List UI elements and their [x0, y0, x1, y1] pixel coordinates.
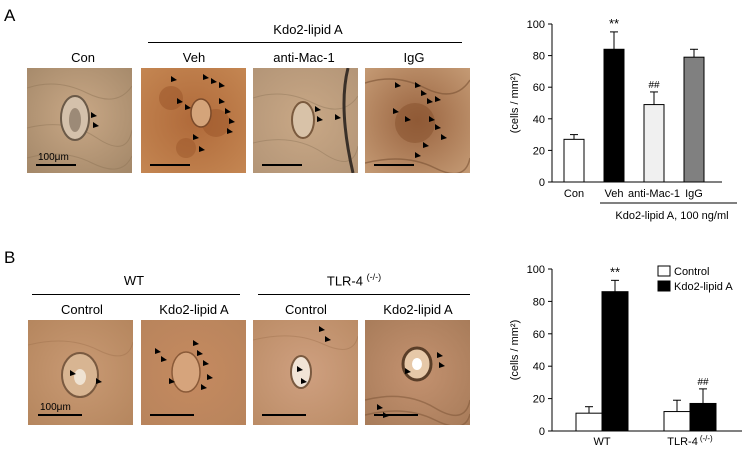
significance-mark: ** — [609, 16, 619, 31]
y-tick-label: 0 — [539, 426, 545, 438]
x-tick-label: Con — [564, 188, 584, 200]
significance-mark: ## — [697, 377, 709, 388]
x-tick-label: WT — [593, 436, 610, 448]
legend-label: Control — [674, 266, 709, 278]
y-tick-label: 40 — [533, 361, 545, 373]
y-axis-label: (cells / mm²) — [509, 73, 521, 134]
micrograph-wt-control — [28, 320, 133, 425]
scale-bar — [262, 414, 306, 416]
panel-a-group-bracket — [148, 42, 462, 43]
micrograph-anti-mac-1 — [253, 68, 358, 173]
scale-bar — [36, 164, 76, 166]
y-tick-label: 60 — [533, 329, 545, 341]
chart-a: 0 20 40 60 80 100 (cells / mm²) Con ** Veh ## anti-… — [509, 16, 737, 222]
y-tick-label: 80 — [533, 51, 545, 63]
y-tick-label: 80 — [533, 296, 545, 308]
micrograph-tlr4-control — [253, 320, 358, 425]
panel-a-letter: A — [4, 6, 16, 25]
micrograph-con — [27, 68, 132, 173]
x-axis-label: Kdo2-lipid A, 100 ng/ml — [615, 210, 728, 222]
bar — [689, 402, 717, 432]
micrograph-wt-kdo2 — [141, 320, 246, 425]
scale-bar — [38, 414, 82, 416]
significance-mark: ** — [610, 264, 620, 279]
y-axis-label: (cells / mm²) — [509, 320, 521, 381]
y-tick-label: 100 — [527, 264, 545, 276]
bar — [603, 48, 625, 183]
bar — [643, 104, 665, 183]
scale-bar — [374, 164, 414, 166]
legend-swatch — [657, 265, 671, 277]
scale-bar — [150, 414, 194, 416]
panel-b-wt-bracket — [32, 294, 240, 295]
x-tick-label: Veh — [605, 188, 624, 200]
scale-bar-label: 100μm — [40, 402, 71, 413]
x-tick-label: TLR-4 (-/-) — [667, 434, 713, 448]
micrograph-veh — [141, 68, 246, 173]
bar — [601, 291, 629, 432]
scale-bar — [150, 164, 190, 166]
image-label-wt-control: Control — [61, 302, 103, 317]
panel-b-group-label-tlr4: TLR-4 (-/-) — [326, 272, 382, 289]
x-tick-label: IgG — [685, 188, 703, 200]
image-label-tlr4-control: Control — [285, 302, 327, 317]
significance-mark: ## — [648, 80, 660, 91]
bar — [563, 138, 585, 183]
y-tick-label: 60 — [533, 82, 545, 94]
y-tick-label: 20 — [533, 394, 545, 406]
scale-bar — [262, 164, 302, 166]
y-tick-label: 0 — [539, 177, 545, 189]
image-label-wt-kdo2: Kdo2-lipid A — [159, 302, 229, 317]
legend-swatch — [657, 280, 671, 292]
scale-bar — [374, 414, 418, 416]
image-label-tlr4-kdo2: Kdo2-lipid A — [383, 302, 453, 317]
micrograph-tlr4-kdo2 — [365, 320, 470, 425]
y-tick-label: 40 — [533, 114, 545, 126]
x-tick-superscript: (-/-) — [700, 434, 713, 443]
scale-bar-label: 100μm — [38, 152, 69, 163]
micrograph-igg — [365, 68, 470, 173]
image-label-con: Con — [71, 50, 95, 65]
image-label-anti-mac-1: anti-Mac-1 — [273, 50, 335, 65]
panel-b-tlr4-bracket — [258, 294, 470, 295]
image-label-igg: IgG — [403, 50, 425, 65]
panel-a-group-label: Kdo2-lipid A — [273, 22, 343, 37]
image-label-veh: Veh — [182, 50, 206, 65]
panel-b-group-label-wt: WT — [123, 273, 145, 288]
legend-label: Kdo2-lipid A — [674, 281, 733, 293]
y-tick-label: 20 — [533, 145, 545, 157]
x-tick-label: anti-Mac-1 — [628, 188, 680, 200]
panel-b-letter: B — [4, 248, 16, 267]
bar — [663, 411, 691, 432]
bar — [575, 412, 603, 432]
chart-b: 0 20 40 60 80 100 (cells / mm²) ** WT ## TLR-4 (-/-… — [509, 264, 742, 448]
bar — [683, 56, 705, 183]
y-tick-label: 100 — [527, 19, 545, 31]
